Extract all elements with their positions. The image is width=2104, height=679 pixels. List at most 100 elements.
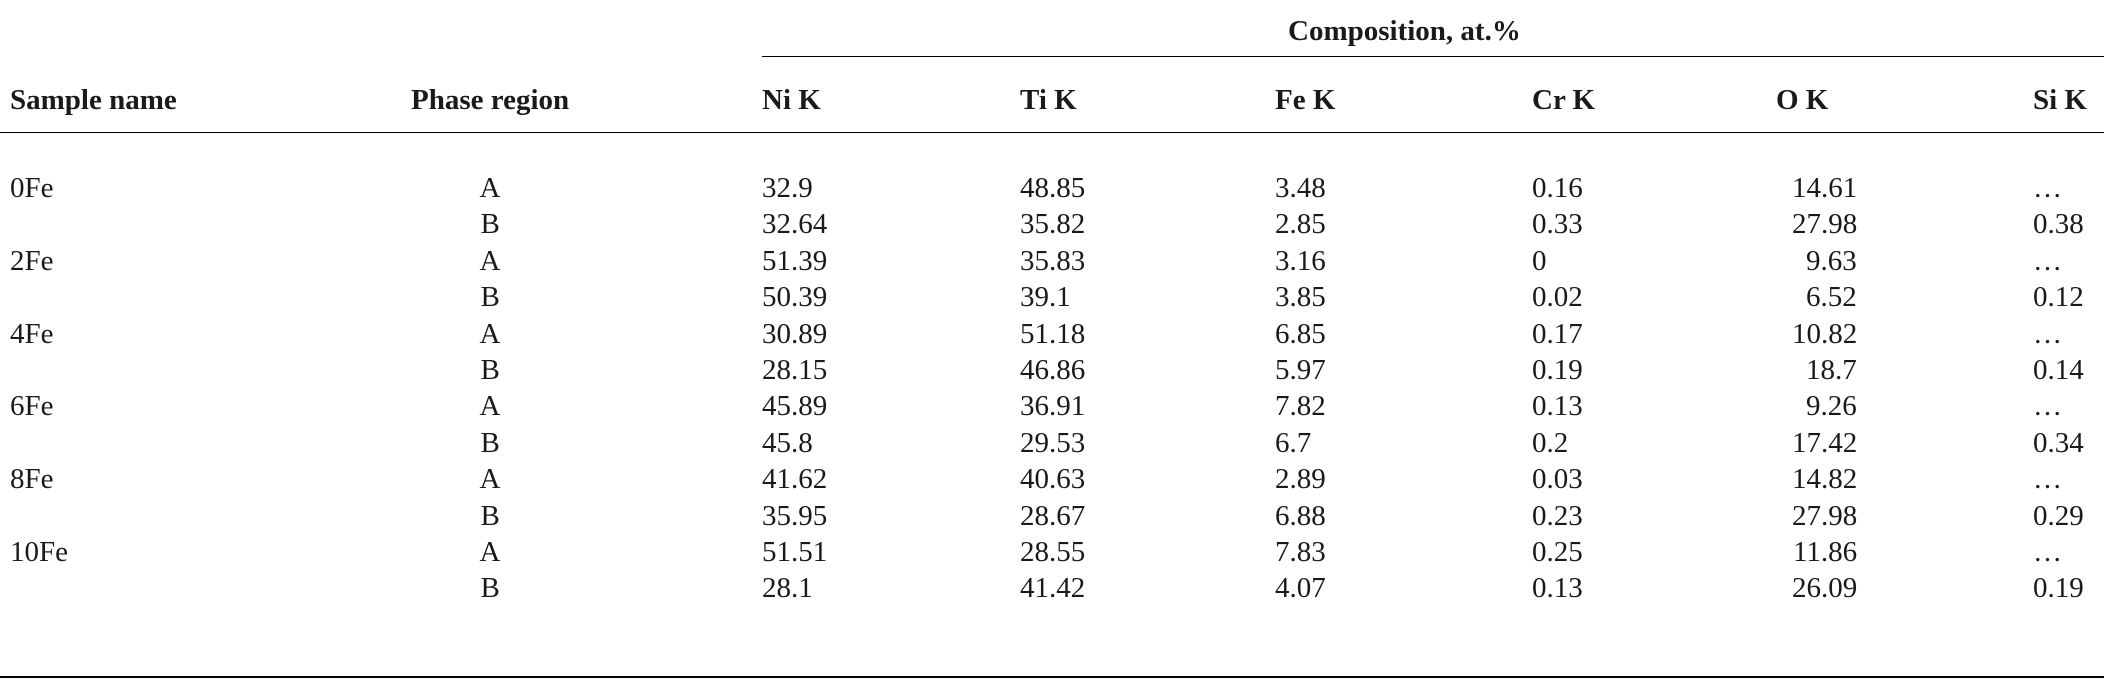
header-bottom-rule [0, 132, 2104, 133]
cell-cr-k: 0.02 [1532, 281, 1583, 313]
cell-o-k: 10.82 [1792, 318, 1858, 350]
cell-cr-k: 0 [1532, 245, 1547, 277]
group-header: Composition, at.% [1288, 15, 1521, 47]
cell-ni-k: 51.51 [762, 536, 828, 568]
cell-phase-region: B [480, 572, 500, 604]
cell-ti-k: 48.85 [1020, 172, 1086, 204]
cell-cr-k: 0.19 [1532, 354, 1583, 386]
cell-fe-k: 7.82 [1275, 390, 1326, 422]
cell-cr-k: 0.25 [1532, 536, 1583, 568]
cell-ni-k: 35.95 [762, 500, 828, 532]
table-bottom-rule [0, 676, 2104, 678]
column-header-fe-k: Fe K [1275, 84, 1336, 116]
cell-si-k: 0.29 [2033, 500, 2084, 532]
cell-ni-k: 30.89 [762, 318, 828, 350]
cell-phase-region: A [479, 536, 501, 568]
cell-ni-k: 50.39 [762, 281, 828, 313]
cell-fe-k: 6.7 [1275, 427, 1312, 459]
cell-cr-k: 0.23 [1532, 500, 1583, 532]
cell-fe-k: 6.88 [1275, 500, 1326, 532]
column-header-si-k: Si K [2033, 84, 2087, 116]
cell-ti-k: 40.63 [1020, 463, 1086, 495]
cell-sample-name: 4Fe [10, 318, 54, 350]
cell-o-k: 9.26 [1806, 390, 1857, 422]
cell-phase-region: A [479, 172, 501, 204]
cell-o-k: 27.98 [1792, 500, 1858, 532]
cell-phase-region: B [480, 427, 500, 459]
cell-si-k: … [2033, 390, 2062, 422]
cell-o-k: 9.63 [1806, 245, 1857, 277]
cell-si-k: … [2033, 463, 2062, 495]
cell-ti-k: 35.82 [1020, 208, 1086, 240]
cell-ti-k: 36.91 [1020, 390, 1086, 422]
cell-phase-region: A [479, 318, 501, 350]
cell-ni-k: 51.39 [762, 245, 828, 277]
table-top-rule [762, 56, 2104, 57]
cell-phase-region: B [480, 500, 500, 532]
column-header-o-k: O K [1776, 84, 1829, 116]
cell-fe-k: 3.85 [1275, 281, 1326, 313]
cell-phase-region: B [480, 208, 500, 240]
cell-o-k: 27.98 [1792, 208, 1858, 240]
column-header-phase-region: Phase region [411, 84, 570, 116]
cell-si-k: 0.12 [2033, 281, 2084, 313]
cell-o-k: 11.86 [1793, 536, 1858, 568]
cell-ti-k: 35.83 [1020, 245, 1086, 277]
cell-ni-k: 41.62 [762, 463, 828, 495]
cell-fe-k: 6.85 [1275, 318, 1326, 350]
cell-fe-k: 5.97 [1275, 354, 1326, 386]
cell-sample-name: 10Fe [10, 536, 68, 568]
cell-si-k: 0.34 [2033, 427, 2084, 459]
cell-ti-k: 46.86 [1020, 354, 1086, 386]
cell-cr-k: 0.13 [1532, 390, 1583, 422]
cell-ni-k: 32.9 [762, 172, 813, 204]
cell-phase-region: A [479, 463, 501, 495]
cell-ni-k: 45.89 [762, 390, 828, 422]
cell-ti-k: 41.42 [1020, 572, 1086, 604]
cell-fe-k: 7.83 [1275, 536, 1326, 568]
cell-cr-k: 0.33 [1532, 208, 1583, 240]
cell-o-k: 14.61 [1792, 172, 1858, 204]
cell-sample-name: 0Fe [10, 172, 54, 204]
cell-fe-k: 3.16 [1275, 245, 1326, 277]
cell-fe-k: 2.89 [1275, 463, 1326, 495]
cell-si-k: … [2033, 318, 2062, 350]
cell-o-k: 6.52 [1806, 281, 1857, 313]
cell-fe-k: 4.07 [1275, 572, 1326, 604]
cell-ni-k: 28.1 [762, 572, 813, 604]
cell-sample-name: 6Fe [10, 390, 54, 422]
cell-ni-k: 32.64 [762, 208, 828, 240]
cell-ti-k: 28.55 [1020, 536, 1086, 568]
cell-si-k: 0.19 [2033, 572, 2084, 604]
cell-phase-region: B [480, 354, 500, 386]
cell-o-k: 18.7 [1806, 354, 1857, 386]
cell-o-k: 26.09 [1792, 572, 1858, 604]
cell-si-k: … [2033, 536, 2062, 568]
cell-cr-k: 0.2 [1532, 427, 1569, 459]
cell-ni-k: 45.8 [762, 427, 813, 459]
cell-ti-k: 29.53 [1020, 427, 1086, 459]
cell-si-k: … [2033, 172, 2062, 204]
cell-sample-name: 2Fe [10, 245, 54, 277]
cell-cr-k: 0.16 [1532, 172, 1583, 204]
cell-si-k: 0.38 [2033, 208, 2084, 240]
cell-ti-k: 39.1 [1020, 281, 1071, 313]
cell-si-k: 0.14 [2033, 354, 2084, 386]
cell-phase-region: B [480, 281, 500, 313]
cell-cr-k: 0.03 [1532, 463, 1583, 495]
cell-o-k: 17.42 [1792, 427, 1858, 459]
cell-phase-region: A [479, 245, 501, 277]
cell-o-k: 14.82 [1792, 463, 1858, 495]
column-header-sample-name: Sample name [10, 84, 177, 116]
cell-ti-k: 28.67 [1020, 500, 1086, 532]
cell-phase-region: A [479, 390, 501, 422]
cell-fe-k: 3.48 [1275, 172, 1326, 204]
cell-fe-k: 2.85 [1275, 208, 1326, 240]
cell-cr-k: 0.13 [1532, 572, 1583, 604]
column-header-cr-k: Cr K [1532, 84, 1596, 116]
column-header-ti-k: Ti K [1020, 84, 1077, 116]
cell-ti-k: 51.18 [1020, 318, 1086, 350]
column-header-ni-k: Ni K [762, 84, 821, 116]
cell-cr-k: 0.17 [1532, 318, 1583, 350]
